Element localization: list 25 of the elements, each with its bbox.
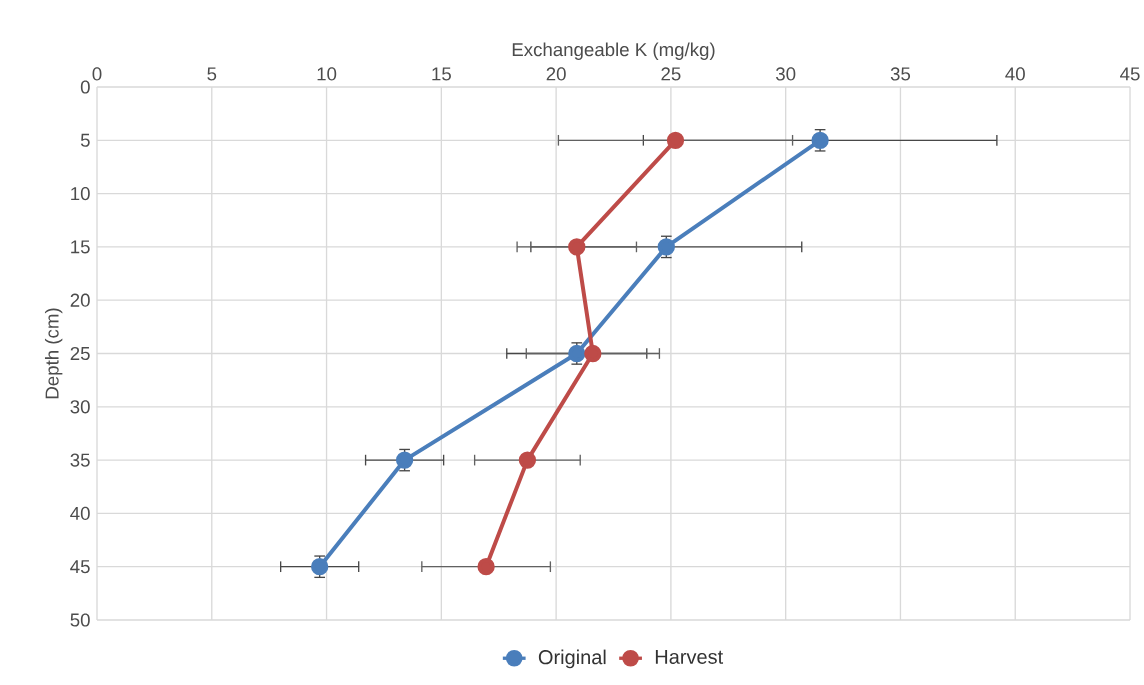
y-tick-label: 45 — [70, 560, 90, 574]
x-tick-label: 25 — [661, 67, 681, 81]
y-tick-label: 15 — [71, 240, 90, 254]
x-tick-label: 35 — [890, 67, 911, 81]
x-axis-title: Exchangeable K (mg/kg) — [512, 42, 715, 60]
x-tick-label: 10 — [317, 67, 337, 81]
y-tick-label: 0 — [80, 80, 90, 94]
y-tick-label: 20 — [70, 293, 90, 307]
y-tick-label: 5 — [80, 133, 90, 147]
x-tick-label: 15 — [432, 67, 451, 81]
x-tick-label: 5 — [207, 67, 217, 81]
y-tick-label: 30 — [70, 400, 90, 414]
x-tick-label: 20 — [546, 67, 566, 81]
y-tick-label: 50 — [70, 613, 90, 627]
legend-label: Original — [538, 649, 606, 669]
y-tick-label: 25 — [70, 346, 90, 361]
y-tick-label: 35 — [70, 453, 90, 467]
x-tick-label: 0 — [92, 67, 102, 81]
y-tick-label: 10 — [71, 186, 90, 201]
legend-label: Harvest — [655, 649, 724, 664]
y-tick-label: 40 — [70, 506, 90, 521]
x-tick-label: 45 — [1120, 67, 1140, 81]
x-tick-label: 30 — [776, 67, 796, 81]
y-axis-title: Depth (cm) — [44, 308, 63, 399]
x-tick-label: 40 — [1005, 67, 1025, 81]
